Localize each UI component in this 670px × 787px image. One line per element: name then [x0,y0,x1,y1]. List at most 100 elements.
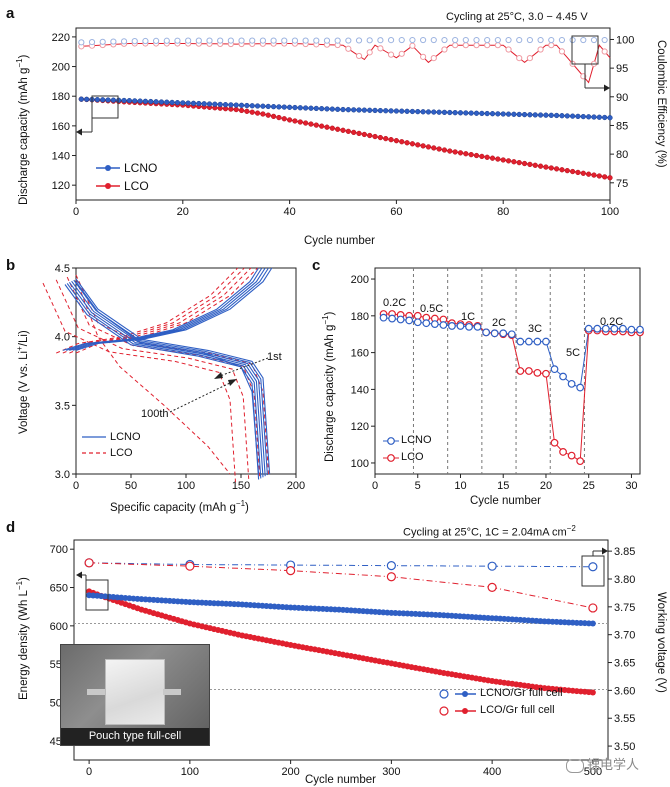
lcno-ce-point [120,38,128,45]
panel-d-y2-ticklabel: 3.55 [614,713,635,725]
lcno-capacity-point [463,110,469,116]
lcno-capacity-point [142,98,149,104]
lco-capacity-point [420,143,426,149]
panel-c-rate-0: 0.2C [383,297,407,309]
lco-capacity-point [270,113,277,120]
pouch-cell-photo: Pouch type full-cell [60,644,210,746]
lcno-rate-point [542,337,550,346]
lcno-ce-point [366,37,373,44]
panel-c-legend-lco-marker [387,454,395,462]
lcno-rate-point [576,383,585,392]
panel-d-x-ticklabel: 200 [281,766,299,778]
lco-capacity-point [329,125,335,131]
lco-capacity-point [495,156,501,162]
lcno-capacity-point [431,109,437,115]
panel-d-y-ticklabel: 650 [50,583,68,595]
panel-b-y-ticklabel: 4.0 [55,332,70,344]
lco-capacity-point [452,149,458,155]
lco-discharge-mid-curve [55,279,250,479]
lco-capacity-point [308,121,314,127]
panel-d-ylabel-text: Energy density (Wh L [17,590,30,700]
panel-b-annotation-100th: 100th [141,408,169,420]
lco-charge-curve [62,267,245,354]
lcno-charge-curve [62,267,260,351]
lcno-capacity-point [201,101,207,107]
lcno-capacity-point [222,102,229,108]
lcno-voltage-point [588,562,598,572]
lco-capacity-point [591,172,597,178]
panel-c-x-ticklabel: 20 [540,480,552,492]
lcno-discharge-curve [73,279,268,476]
lcno-capacity-point [436,109,442,115]
lcno-capacity-point [212,101,218,107]
lco-capacity-point [527,161,533,168]
lco-ce-point [462,42,469,49]
lcno-capacity-point [206,101,213,107]
lco-capacity-point [511,159,517,165]
lco-discharge-mid-curve [42,282,236,483]
lco-discharge-1st-curve [75,274,269,475]
lcno-capacity-point [185,100,191,106]
lco-capacity-point [356,130,362,137]
panel-d-note: Cycling at 25°C, 1C = 2.04mA cm−2 [403,525,576,539]
lco-voltage-point [84,558,94,568]
lcno-voltage-line [89,562,593,568]
lcno-capacity-point [158,99,165,105]
panel-d-note-sup: −2 [566,524,576,533]
lcno-capacity-point [457,110,464,116]
panel-c-y-ticklabel: 180 [351,311,369,323]
lcno-rate-point [379,313,388,322]
lco-capacity-point [500,157,506,163]
panel-d-arrow-left-head [76,571,82,579]
lco-capacity-point [543,164,549,170]
lco-capacity-point [409,141,416,147]
panel-c-ylabel-close: ) [323,311,336,316]
panel-b-annotation-1st: 1st [267,351,282,363]
lcno-capacity-point [169,99,175,106]
lco-capacity-point [441,147,448,153]
lco-capacity-point [473,152,480,159]
lco-capacity-point [265,112,271,118]
lco-capacity-point [436,146,442,152]
pouch-cell-tab-right [163,689,181,695]
lcno-ce-point [163,37,170,44]
lcno-ce-point [441,36,448,44]
panel-c-y-ticklabel: 140 [351,384,369,396]
lcno-capacity-point [447,109,453,116]
lco-rate-point [524,367,533,375]
lco-capacity-point [404,140,410,146]
lco-capacity-point [447,148,453,154]
lcno-ce-point [387,36,395,44]
panel-d-y2-ticklabel: 3.65 [614,658,635,670]
lcno-rate-point [601,324,610,333]
lco-energy-point [589,689,596,696]
panel-c-rate-2: 1C [461,311,476,323]
lcno-ce-point [537,36,544,44]
panel-d-arrow-right-head [602,547,608,555]
lcno-capacity-point [228,102,234,108]
lco-capacity-point [415,142,421,148]
lco-capacity-point [297,119,303,125]
panel-a-highlight-box-left [91,95,119,119]
lcno-ce-point [249,37,256,44]
panel-d-ylabel: Energy density (Wh L−1) [15,577,30,700]
lcno-rate-point [524,337,533,346]
panel-a-x-ticklabel: 100 [601,206,619,218]
panel-d-y2-ticklabel: 3.80 [614,574,635,586]
lco-rate-point [567,451,576,460]
panel-c-rate-1: 0.5C [420,303,444,315]
lcno-capacity-point [602,114,608,121]
panel-a-x-ticklabel: 0 [73,206,79,218]
lcno-capacity-point [340,106,346,113]
lco-capacity-point [377,134,384,141]
lcno-capacity-point [409,108,416,115]
panel-a-y2-ticklabel: 75 [616,178,628,190]
panel-b-xlabel: Specific capacity (mAh g−1) [110,500,249,514]
panel-c-legend-lcno-marker [387,437,395,445]
lcno-capacity-point [569,113,576,119]
panel-a-y-ticklabel: 140 [52,151,70,163]
lco-capacity-point [281,116,287,122]
panel-a-y2-ticklabel: 95 [616,63,628,75]
lco-capacity-point [575,169,581,176]
lco-ce-point [601,48,608,55]
